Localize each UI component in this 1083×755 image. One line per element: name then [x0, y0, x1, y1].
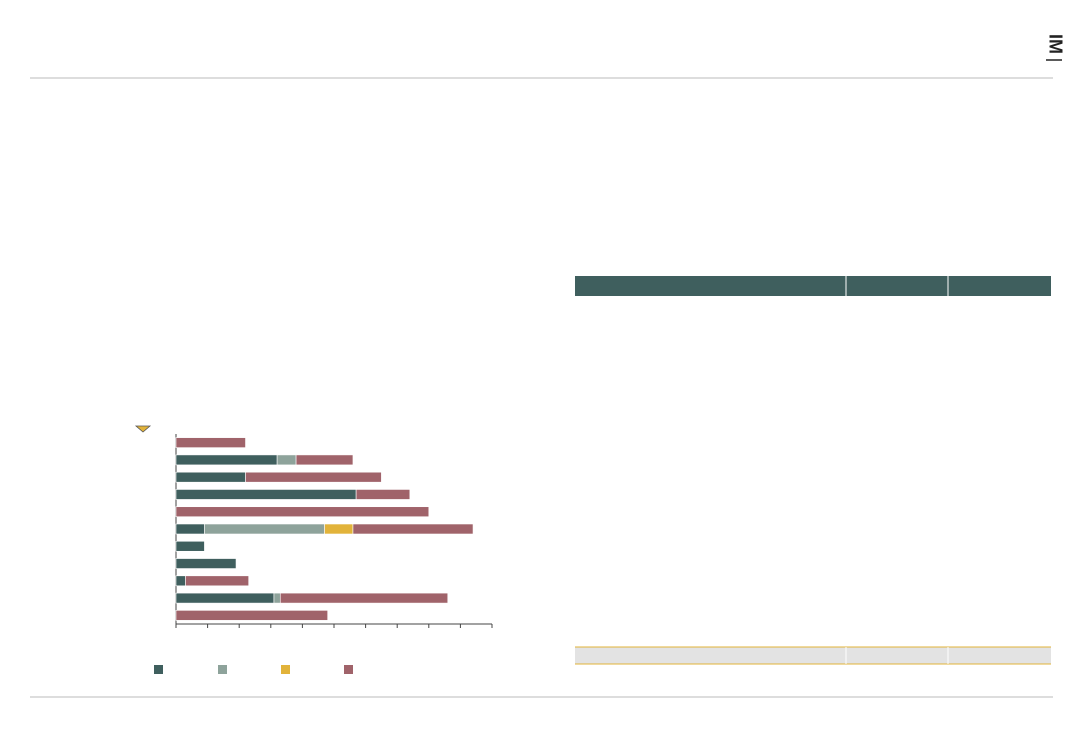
- legend-swatch: [281, 665, 290, 674]
- bar-segment: [352, 523, 474, 535]
- bar-segment: [245, 471, 382, 483]
- legend-swatch: [154, 665, 163, 674]
- table-header: [575, 276, 1051, 296]
- bar-segment: [276, 454, 297, 466]
- logo: IM: [1045, 34, 1065, 54]
- bar-segment: [204, 523, 325, 535]
- bar-segment: [175, 540, 205, 552]
- bar-segment: [279, 592, 449, 604]
- bar-segment: [175, 454, 278, 466]
- bar-segment: [324, 523, 354, 535]
- table-total-row: [575, 647, 1051, 664]
- bar-segment: [295, 454, 354, 466]
- bar-segment: [175, 592, 275, 604]
- bar-segment: [175, 610, 328, 621]
- bar-segment: [185, 575, 249, 587]
- bar-segment: [273, 592, 281, 604]
- marker-icon: [134, 425, 152, 433]
- legend-swatch: [218, 665, 227, 674]
- bar-segment: [175, 506, 430, 518]
- bar-segment: [175, 558, 237, 569]
- table: [575, 276, 1051, 665]
- bar-segment: [175, 523, 205, 535]
- bar-segment: [175, 575, 186, 587]
- bar-segment: [355, 489, 411, 500]
- bar-segment: [175, 489, 357, 500]
- bar-segment: [175, 471, 246, 483]
- legend-swatch: [344, 665, 353, 674]
- bar-segment: [175, 437, 246, 448]
